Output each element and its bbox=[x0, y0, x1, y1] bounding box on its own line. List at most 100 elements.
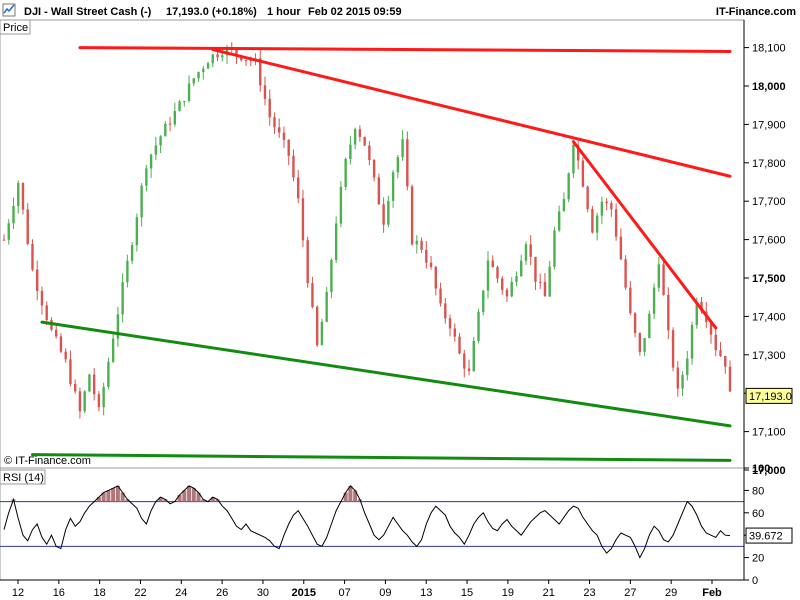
resistance-trendline[interactable] bbox=[211, 48, 732, 178]
header-bar: DJI - Wall Street Cash (-) 17,193.0 (+0.… bbox=[0, 0, 800, 20]
rsi-tick-label: 80 bbox=[752, 485, 764, 497]
candle bbox=[415, 235, 419, 254]
candle bbox=[59, 333, 63, 354]
candle bbox=[614, 203, 618, 241]
candle-body bbox=[410, 186, 414, 245]
candle bbox=[278, 118, 281, 138]
candle bbox=[211, 53, 214, 68]
candle bbox=[135, 213, 139, 252]
candle bbox=[482, 290, 485, 316]
candle bbox=[410, 184, 414, 246]
candles-layer bbox=[2, 42, 732, 419]
candle-body bbox=[595, 215, 599, 233]
time-tick-label: 18 bbox=[94, 587, 106, 599]
candle-body bbox=[320, 321, 324, 346]
candle bbox=[344, 157, 347, 191]
price-tick-label: 18,000 bbox=[752, 81, 786, 93]
candle-body bbox=[296, 177, 300, 199]
candle-body bbox=[140, 185, 143, 218]
rsi-pane-label: RSI (14) bbox=[3, 472, 44, 484]
price-pane[interactable]: Price © IT-Finance.com bbox=[0, 19, 745, 469]
candle bbox=[676, 360, 680, 397]
candle-body bbox=[126, 260, 129, 283]
candle-body bbox=[178, 101, 181, 112]
candle bbox=[221, 47, 224, 62]
time-tick-label: 12 bbox=[12, 587, 24, 599]
time-tick-label: 15 bbox=[461, 587, 473, 599]
header-price-change: 17,193.0 (+0.18%) bbox=[166, 6, 257, 18]
candle-body bbox=[59, 336, 63, 352]
candle bbox=[591, 205, 594, 234]
candle bbox=[396, 154, 400, 179]
candle bbox=[496, 265, 499, 284]
candle bbox=[206, 61, 210, 69]
candle-body bbox=[695, 301, 698, 325]
price-tick-label: 18,100 bbox=[752, 43, 786, 55]
candle-body bbox=[36, 269, 39, 291]
candle-body bbox=[553, 230, 556, 267]
candle-body bbox=[377, 177, 381, 205]
candle-body bbox=[662, 264, 665, 295]
candle bbox=[448, 314, 452, 337]
candle bbox=[7, 219, 10, 245]
candle bbox=[111, 331, 115, 364]
candle-body bbox=[334, 223, 338, 261]
candle bbox=[557, 205, 561, 232]
candle-body bbox=[64, 351, 67, 360]
rsi-pane[interactable]: RSI (14) bbox=[0, 467, 745, 581]
rsi-layer bbox=[0, 485, 744, 559]
candle-body bbox=[614, 209, 618, 237]
candle-body bbox=[12, 206, 15, 224]
candle-body bbox=[401, 139, 404, 158]
candle bbox=[543, 273, 547, 297]
candle bbox=[387, 195, 390, 228]
candle-body bbox=[529, 244, 532, 257]
candle-body bbox=[216, 54, 219, 58]
candle-body bbox=[406, 139, 409, 187]
resistance-trendline[interactable] bbox=[571, 140, 718, 330]
candle-body bbox=[107, 361, 110, 387]
candle-body bbox=[605, 201, 608, 204]
time-tick-label: 23 bbox=[583, 587, 595, 599]
candle bbox=[524, 241, 528, 265]
candle bbox=[12, 197, 15, 230]
time-tick-label: 16 bbox=[53, 587, 65, 599]
candle-body bbox=[463, 353, 466, 369]
candle bbox=[671, 327, 675, 372]
candle bbox=[197, 71, 200, 82]
chart-line-icon bbox=[2, 3, 16, 17]
candle bbox=[296, 170, 300, 204]
header-timeframe: 1 hour bbox=[267, 6, 301, 18]
candle bbox=[595, 212, 599, 241]
resistance-trendline[interactable] bbox=[78, 46, 732, 53]
support-trendline[interactable] bbox=[40, 320, 732, 428]
candle-body bbox=[501, 278, 504, 290]
candle bbox=[576, 139, 580, 170]
candle-body bbox=[282, 132, 286, 140]
candle bbox=[491, 255, 494, 268]
candle-body bbox=[273, 117, 276, 128]
support-trendline[interactable] bbox=[30, 453, 732, 462]
candle-body bbox=[206, 63, 210, 69]
rsi-line bbox=[3, 485, 731, 559]
candle bbox=[605, 198, 608, 211]
candle-body bbox=[92, 374, 96, 395]
candle-body bbox=[648, 313, 651, 339]
candle-body bbox=[168, 123, 172, 125]
candle bbox=[183, 100, 186, 107]
candle bbox=[643, 338, 646, 357]
candle bbox=[178, 99, 181, 112]
candle bbox=[406, 131, 409, 191]
candle bbox=[425, 241, 428, 269]
candle-body bbox=[111, 338, 115, 362]
candle bbox=[97, 391, 101, 412]
candle-body bbox=[183, 101, 186, 103]
candle bbox=[586, 185, 589, 213]
candle bbox=[648, 310, 651, 339]
candle bbox=[358, 125, 362, 142]
candle bbox=[363, 136, 366, 147]
candle-body bbox=[197, 72, 200, 79]
candle-body bbox=[652, 287, 656, 314]
candle bbox=[567, 172, 570, 203]
